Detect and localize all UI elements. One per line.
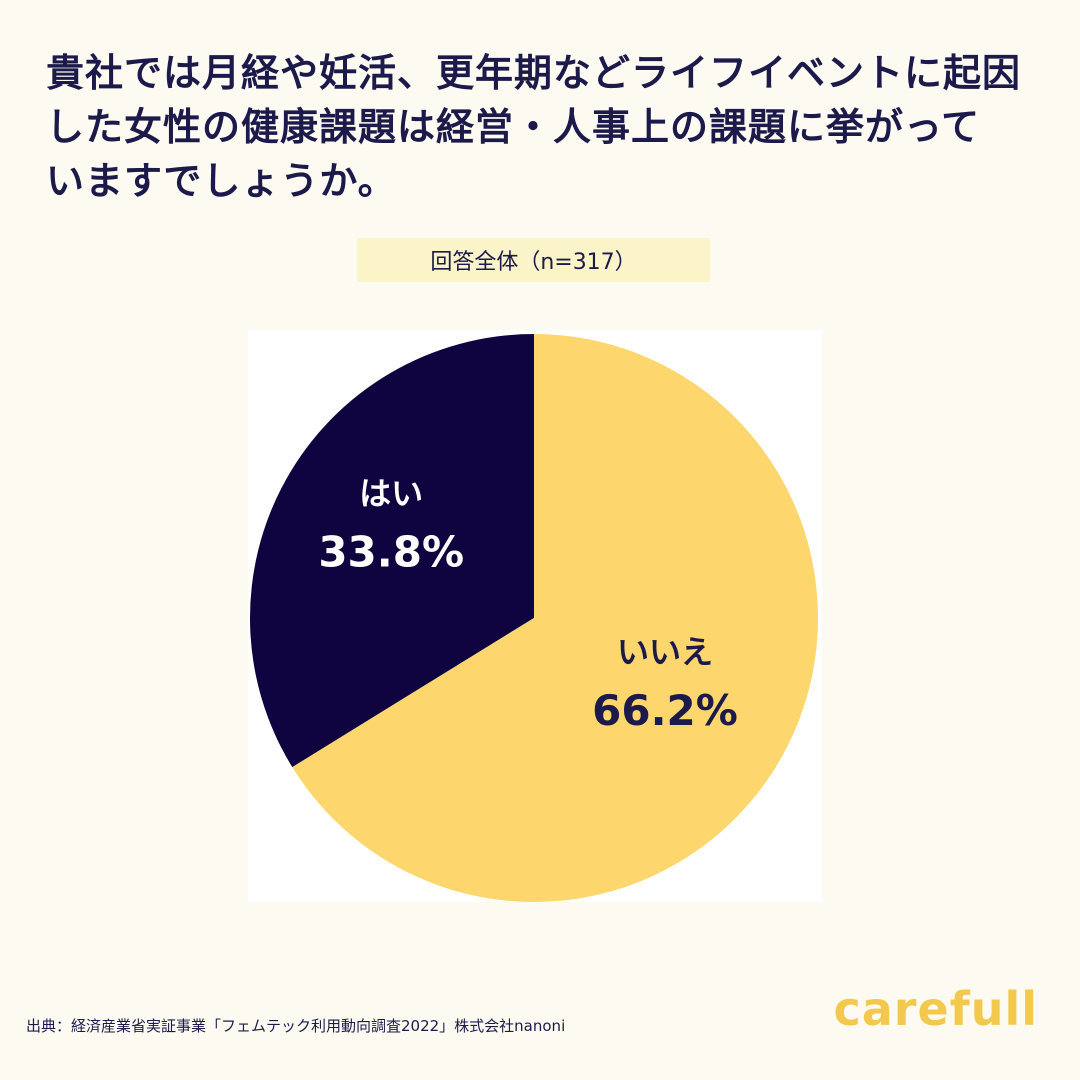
sample-size-label: 回答全体（n=317） xyxy=(357,238,710,282)
slice-value-yes: 33.8% xyxy=(318,528,464,577)
pie-slice-no xyxy=(292,334,818,902)
pie-slice-yes xyxy=(250,334,534,768)
pie-chart-panel: はい 33.8% いいえ 66.2% xyxy=(248,330,822,902)
title-line: した女性の健康課題は経営・人事上の課題に挙がって xyxy=(46,105,981,149)
page-title: 貴社では月経や妊活、更年期などライフイベントに起因 した女性の健康課題は経営・人… xyxy=(46,46,1022,208)
pie-chart: はい 33.8% いいえ 66.2% xyxy=(250,334,818,902)
slice-label-no: いいえ xyxy=(617,633,713,671)
title-line: いますでしょうか。 xyxy=(46,159,397,203)
slice-value-no: 66.2% xyxy=(592,686,738,735)
slice-label-yes: はい xyxy=(359,475,423,513)
title-line: 貴社では月経や妊活、更年期などライフイベントに起因 xyxy=(46,51,1022,95)
source-citation: 出典：経済産業省実証事業「フェムテック利用動向調査2022」株式会社nanoni xyxy=(26,1017,566,1035)
brand-logo: carefull xyxy=(833,982,1038,1036)
